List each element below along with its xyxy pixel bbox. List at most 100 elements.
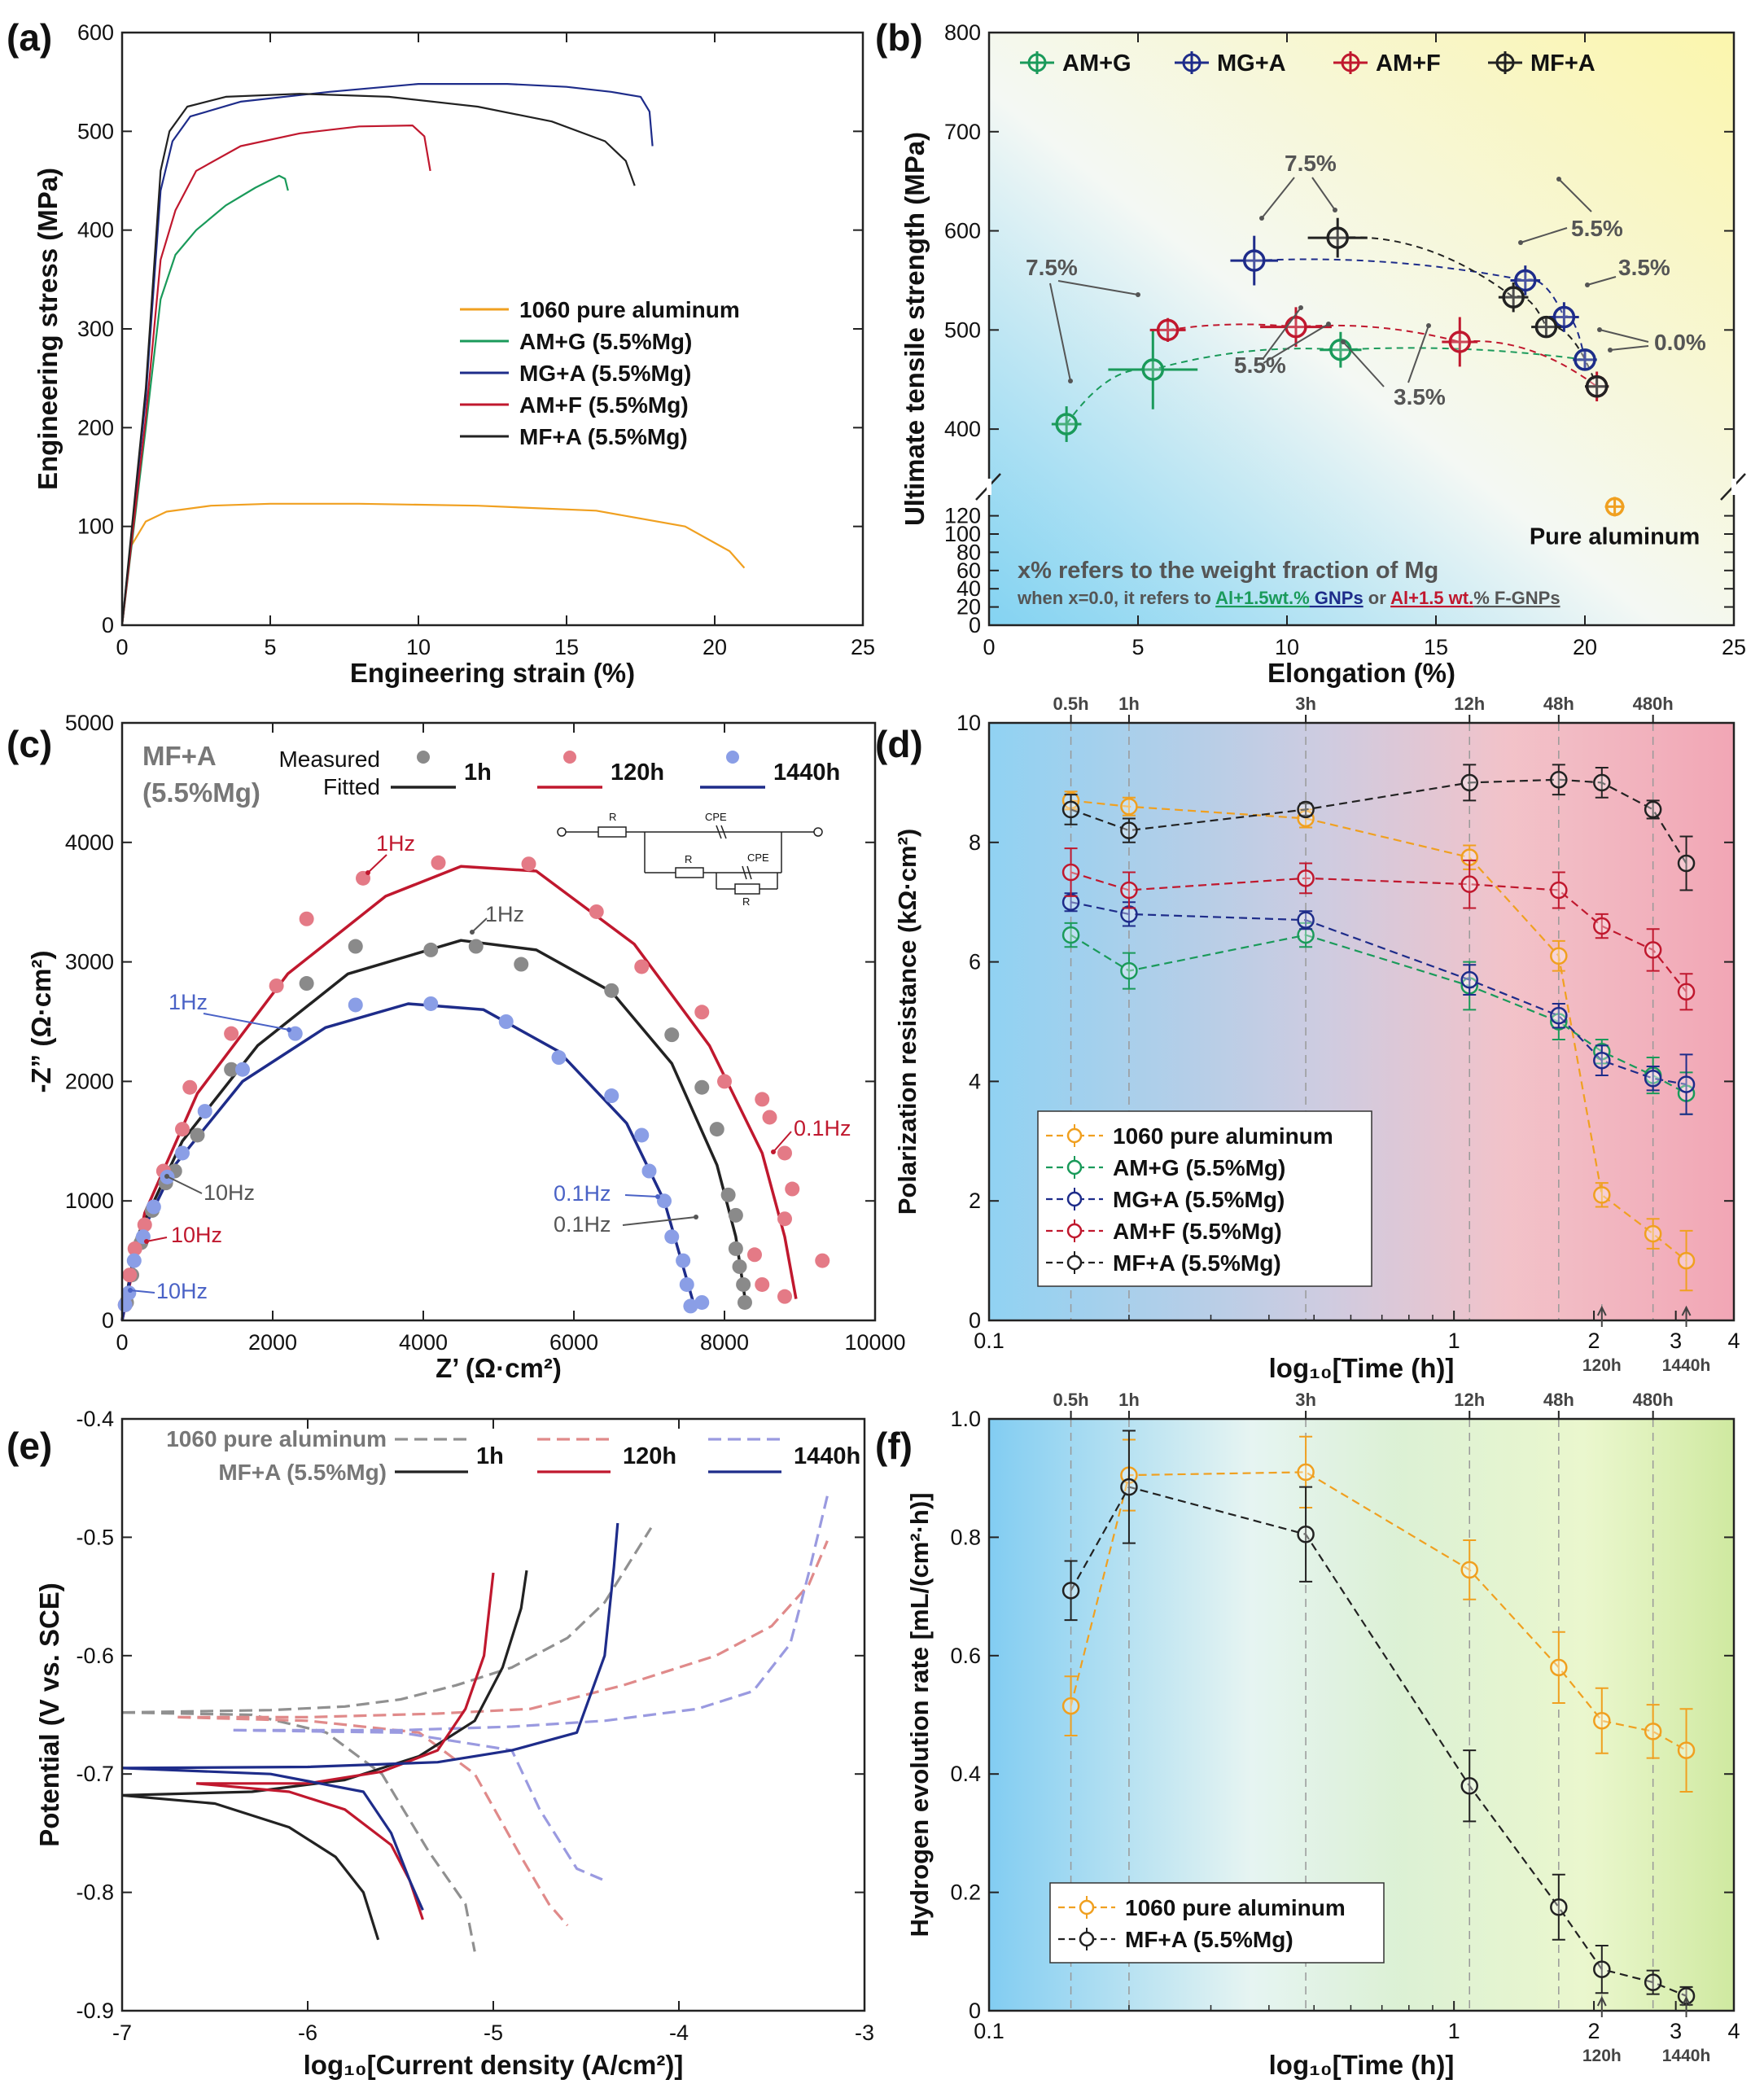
series-line-3 [1070,871,1687,992]
legend-entry: AM+F [1376,50,1441,77]
data-point [348,997,363,1013]
data-point [1061,863,1080,882]
axis-gap [1731,479,1736,495]
legend-marker [1079,1931,1095,1947]
equivalent-circuit: R CPE R CPE R [557,811,823,908]
cpe-f [720,825,727,839]
data-point [762,1110,777,1125]
y-tick-label: 60 [956,558,981,583]
note-segment: Al+1.5wt.% [1215,588,1310,608]
legend-marker [726,751,739,764]
data-point [1460,970,1478,989]
arrow-head [1608,348,1613,352]
resistor-rct [734,883,760,895]
legend-entry: AM+F (5.5%Mg) [1113,1219,1282,1244]
data-point [348,939,363,954]
data-point [1644,800,1662,819]
data-point [728,1241,743,1256]
resistor-rf [675,867,704,878]
y-tick-label: 2 [969,1189,981,1213]
axis-gap [987,479,991,495]
circuit-label: CPE [747,852,769,864]
x-tick-label: -3 [855,2021,874,2045]
series-line-2 [120,83,654,626]
data-point [1593,1960,1611,1978]
y-tick-label: 700 [944,120,981,144]
arrow-head [365,870,370,875]
data-point [747,1247,762,1263]
arrow-head [1597,327,1602,332]
circuit-label: R [742,895,750,908]
y-axis-label: Potential (V vs. SCE) [34,1583,64,1847]
data-point [1055,413,1078,436]
circuit-label: CPE [705,811,727,823]
arrow-head [1681,1305,1692,1316]
cathodic-branch-5 [121,1767,424,1911]
data-point [551,1050,567,1066]
legend-entry: 1060 pure aluminum [519,297,740,322]
anodic-branch-1 [177,1540,829,1718]
data-point [175,1145,190,1161]
y-tick-label: 20 [956,595,981,620]
data-point [1297,911,1315,929]
fit-line-0 [120,939,747,1321]
y-tick-label: 500 [944,317,981,342]
y-tick-label: 1.0 [950,1407,981,1431]
top-time-label: 3h [1295,694,1316,714]
data-point [1285,315,1307,339]
y-tick-label: 0.2 [950,1880,981,1905]
data-point [657,1193,672,1209]
data-point [1644,1723,1662,1740]
legend-entry: MF+A (5.5%Mg) [1125,1927,1293,1952]
annotation-label: 3.5% [1618,255,1670,280]
cathodic-branch-3 [121,1793,380,1941]
y-tick-label: 0 [969,1308,981,1333]
x-tick-label: 1 [1448,1329,1460,1353]
circuit-label: R [685,853,692,865]
data-point [146,1199,161,1215]
y-tick-label: -0.4 [76,1407,114,1431]
data-point [1460,875,1478,893]
legend-entry: MG+A [1217,50,1286,77]
chart-f: 0.1 1 2 3 4 0.5h 1h 3h 12h 48h 480h 120h 1440h 0 0.2 0.… [905,1390,1740,2080]
top-time-label: 3h [1295,1390,1316,1410]
note-segment: GNPs [1310,588,1363,608]
data-point [777,1145,792,1161]
data-point [1120,881,1138,900]
legend-row-label: 1060 pure aluminum [166,1426,387,1451]
data-point [1644,1069,1662,1088]
data-point [1585,374,1609,398]
y-tick-label: -0.5 [76,1525,114,1549]
y-tick-label: -0.7 [76,1762,114,1786]
data-point [1593,917,1611,935]
data-point [1644,1973,1662,1991]
data-point [1552,305,1576,329]
top-time-label: 0.5h [1053,1390,1089,1410]
legend-entry: 1440h [773,760,840,786]
note-segment: or [1363,588,1390,608]
data-point [1644,941,1662,959]
data-point [683,1298,698,1314]
data-point [1550,881,1568,900]
arrow-head [1259,216,1264,221]
frequency-label: 0.1Hz [554,1181,611,1206]
x-tick-label: 4000 [399,1330,448,1355]
annotation-arrow [1520,227,1568,243]
data-point [287,1026,303,1041]
frequency-arrow [773,1131,792,1153]
series-line-3 [120,125,431,626]
data-point [679,1276,694,1292]
circuit-terminal [813,827,823,837]
data-point [737,1294,752,1310]
frequency-label: 0.1Hz [554,1212,611,1237]
data-point [1550,1898,1568,1916]
annotation-arrow [1261,177,1295,219]
x-tick-label: 15 [554,635,579,659]
top-time-label: 1h [1118,694,1140,714]
x-tick-label: -5 [484,2021,503,2045]
legend-marker [1495,53,1515,72]
legend-entry: 1060 pure aluminum [1125,1895,1346,1920]
y-axis-label: Engineering stress (MPa) [33,168,63,490]
